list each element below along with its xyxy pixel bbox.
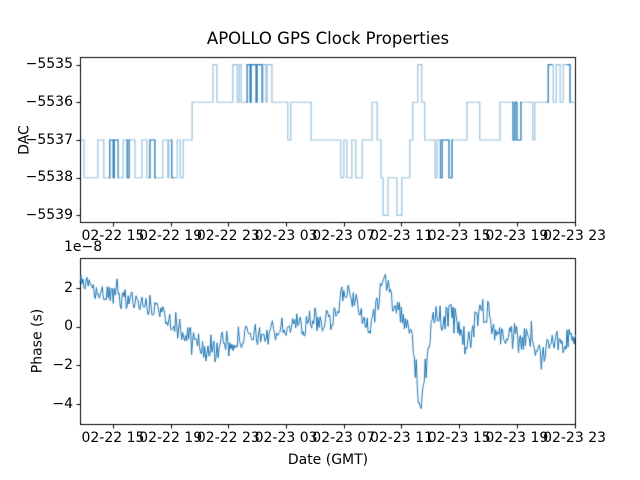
y-tick-label: −5539	[25, 206, 73, 223]
x-tick-label: 02-22 15	[81, 228, 145, 244]
x-tick-label: 02-22 19	[139, 228, 203, 244]
figure-title: APOLLO GPS Clock Properties	[206, 29, 450, 48]
x-tick-label: 02-23 15	[427, 228, 491, 244]
x-tick-label: 02-22 23	[196, 430, 260, 446]
y-tick-label: −2	[52, 356, 73, 373]
x-tick-label: 02-23 19	[485, 228, 549, 244]
x-tick-label: 02-23 19	[485, 430, 549, 446]
y-tick-label: 2	[64, 279, 73, 296]
x-tick-label: 02-23 15	[427, 430, 491, 446]
x-tick-label: 02-23 11	[369, 228, 433, 244]
date-axis-label: Date (GMT)	[287, 452, 369, 468]
x-tick-label: 02-23 23	[543, 430, 607, 446]
y-tick-label: −4	[52, 395, 73, 412]
y-tick-label: −5537	[25, 131, 73, 148]
x-tick-label: 02-23 03	[254, 228, 318, 244]
x-tick-label: 02-23 07	[312, 430, 376, 446]
y-tick-label: −5536	[25, 93, 73, 110]
x-tick-label: 02-23 11	[369, 430, 433, 446]
x-tick-label: 02-23 23	[543, 228, 607, 244]
y-tick-label: 0	[64, 318, 73, 335]
x-tick-label: 02-22 23	[196, 228, 260, 244]
x-tick-label: 02-23 03	[254, 430, 318, 446]
x-tick-label: 02-23 07	[312, 228, 376, 244]
x-tick-label: 02-22 15	[81, 430, 145, 446]
y-tick-label: −5538	[25, 169, 73, 186]
y-axis-offset-text: 1e−8	[64, 239, 103, 255]
y-tick-label: −5535	[25, 56, 73, 73]
x-tick-label: 02-22 19	[139, 430, 203, 446]
